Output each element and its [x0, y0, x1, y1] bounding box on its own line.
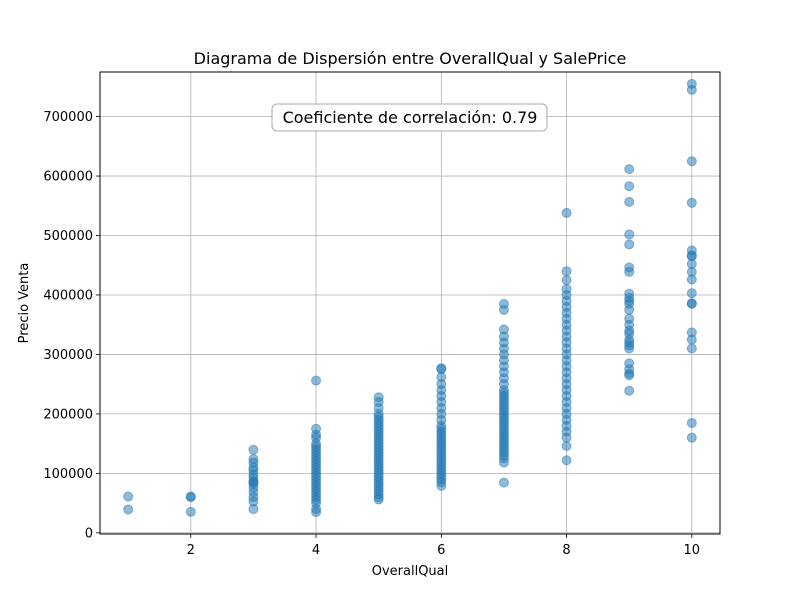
scatter-point — [248, 504, 259, 515]
plot-frame — [99, 71, 721, 535]
scatter-point — [686, 274, 697, 285]
scatter-point — [248, 444, 259, 455]
x-tick-label: 10 — [684, 543, 701, 558]
scatter-point — [373, 494, 384, 505]
scatter-point — [561, 275, 572, 286]
y-axis-label: Precio Venta — [17, 263, 32, 344]
scatter-point — [686, 417, 697, 428]
x-tick-label: 6 — [437, 543, 445, 558]
scatter-point — [561, 441, 572, 451]
scatter-point — [686, 334, 697, 345]
x-tick-label: 8 — [562, 543, 570, 558]
scatter-point — [624, 229, 635, 240]
scatter-point — [686, 156, 697, 167]
scatter-point — [498, 304, 509, 315]
y-tick-label: 0 — [85, 526, 93, 541]
scatter-point — [624, 370, 635, 381]
scatter-point — [624, 196, 635, 207]
scatter-point — [311, 432, 322, 443]
scatter-point — [311, 375, 322, 386]
y-tick-label: 100000 — [43, 467, 93, 482]
scatter-point — [686, 84, 697, 95]
y-tick-label: 600000 — [43, 170, 93, 185]
scatter-point — [686, 288, 697, 299]
scatter-point — [624, 164, 635, 175]
scatter-point — [498, 477, 509, 488]
scatter-point — [624, 304, 635, 315]
x-tick-label: 4 — [312, 543, 320, 558]
x-axis-ticks: 2 4 6 8 10 — [187, 534, 700, 558]
x-axis-label: OverallQual — [372, 564, 449, 579]
scatter-point — [686, 432, 697, 443]
scatter-point — [624, 239, 635, 250]
y-axis-ticks: 0 100000 200000 300000 400000 500000 600000 700… — [43, 110, 100, 541]
x-tick-label: 2 — [187, 543, 195, 558]
scatter-point — [686, 298, 697, 309]
y-tick-label: 400000 — [43, 288, 93, 303]
scatter-point — [624, 181, 635, 192]
scatter-point — [436, 480, 447, 491]
annotation-text: Coeficiente de correlación: 0.79 — [283, 108, 538, 127]
annotation-box — [271, 103, 548, 132]
scatter-point — [248, 462, 259, 473]
y-tick-label: 200000 — [43, 407, 93, 422]
scatter-point — [185, 491, 196, 502]
scatter-point — [561, 207, 572, 218]
scatter-point — [686, 197, 697, 208]
scatter-point — [561, 266, 572, 277]
data-points — [123, 78, 697, 518]
scatter-point — [123, 504, 134, 515]
scatter-point — [686, 343, 697, 354]
scatter-point — [311, 507, 322, 518]
y-tick-label: 300000 — [43, 348, 93, 363]
scatter-point — [123, 491, 134, 502]
scatter-point — [561, 455, 572, 466]
scatter-point — [185, 506, 196, 517]
correlation-annotation: Coeficiente de correlación: 0.79 — [271, 103, 548, 132]
y-tick-label: 500000 — [43, 229, 93, 244]
y-tick-label: 700000 — [43, 110, 93, 125]
scatter-point — [624, 343, 635, 354]
scatter-point — [561, 432, 572, 443]
scatter-point — [624, 385, 635, 396]
scatter-point — [498, 457, 509, 468]
scatter-point — [624, 266, 635, 277]
chart-title: Diagrama de Dispersión entre OverallQual… — [194, 49, 627, 68]
